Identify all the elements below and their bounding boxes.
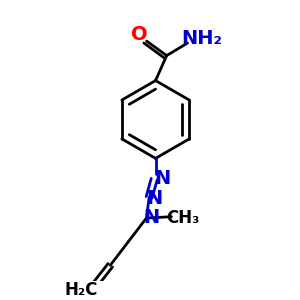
Text: H₂C: H₂C <box>65 281 98 299</box>
Text: CH₃: CH₃ <box>166 208 199 226</box>
Text: N: N <box>154 169 170 188</box>
Text: NH₂: NH₂ <box>182 29 223 48</box>
Text: N: N <box>143 208 160 227</box>
Text: N: N <box>147 189 163 208</box>
Text: O: O <box>131 25 148 44</box>
